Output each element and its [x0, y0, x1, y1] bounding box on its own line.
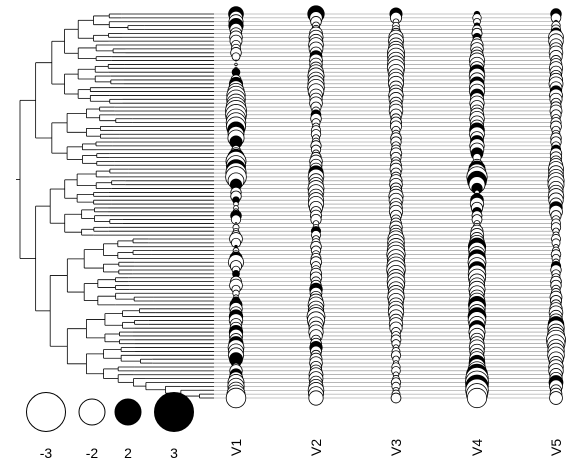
column-label-v2: V2 — [308, 439, 324, 456]
legend-bubble-neg2 — [78, 398, 106, 426]
bubble-column-v1 — [225, 6, 247, 409]
bubble-columns — [225, 5, 566, 409]
bubble-column-v4 — [465, 10, 489, 409]
dendrogram — [16, 13, 214, 399]
bubble-v2-tip-99 — [308, 390, 324, 406]
bubble-column-v2 — [306, 5, 326, 406]
legend-bubble-pos2 — [114, 398, 142, 426]
tip-guide-lines — [214, 13, 560, 399]
column-label-v5: V5 — [548, 439, 564, 456]
bubble-v1-tip-11 — [231, 52, 241, 62]
bubble-column-v5 — [546, 8, 566, 405]
bubble-v4-tip-99 — [466, 387, 488, 409]
legend-label-pos3: 3 — [170, 445, 178, 461]
bubble-v5-tip-99 — [549, 391, 563, 405]
column-label-v3: V3 — [388, 439, 404, 456]
column-label-v4: V4 — [469, 439, 485, 456]
column-label-v1: V1 — [228, 439, 244, 456]
bubble-column-v3 — [386, 7, 406, 404]
bubble-v1-tip-12 — [234, 59, 237, 62]
size-legend: -3 -2 2 3 — [26, 392, 194, 461]
legend-label-neg3: -3 — [40, 445, 53, 461]
column-labels: V1 V2 V3 V4 V5 — [228, 439, 564, 456]
legend-label-neg2: -2 — [86, 445, 99, 461]
bubble-v3-tip-99 — [390, 392, 402, 404]
bubble-v1-tip-99 — [225, 387, 247, 409]
legend-bubble-pos3 — [154, 392, 194, 432]
legend-label-pos2: 2 — [124, 445, 132, 461]
bubble-v1-tip-13 — [234, 62, 238, 67]
legend-bubble-neg3 — [26, 392, 66, 432]
